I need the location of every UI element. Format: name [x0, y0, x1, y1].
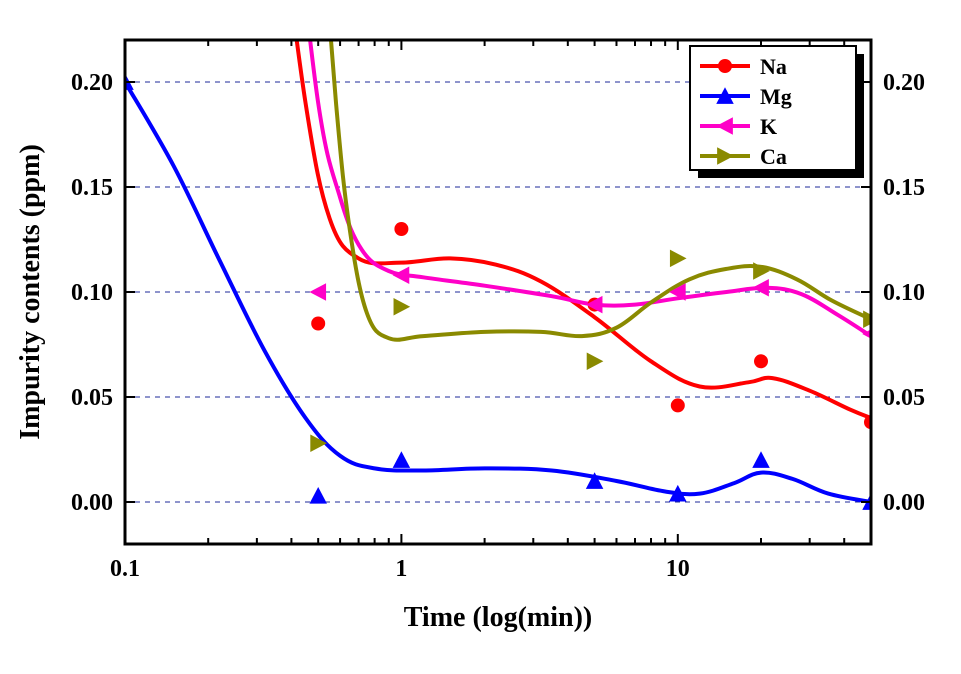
chart-svg: 0.1 1 10 0.00 0.00 0.05 0.05 0.10 0.10 0.15 0.15 0.…: [0, 0, 961, 674]
legend-label-mg: Mg: [760, 84, 792, 109]
y-tick-label-right: 0.20: [883, 70, 925, 96]
legend: Na Mg K Ca: [690, 46, 864, 178]
y-tick-label-left: 0.05: [71, 385, 113, 411]
x-axis-title: Time (log(min)): [404, 602, 592, 633]
y-tick-label-right: 0.00: [883, 490, 925, 516]
y-tick-label-left: 0.00: [71, 490, 113, 516]
y-axis-title: Impurity contents (ppm): [15, 144, 46, 440]
y-tick-label-right: 0.05: [883, 385, 925, 411]
x-tick-label: 1: [395, 556, 407, 582]
chart-container: 0.1 1 10 0.00 0.00 0.05 0.05 0.10 0.10 0.15 0.15 0.…: [0, 0, 961, 674]
y-tick-label-left: 0.20: [71, 70, 113, 96]
y-tick-label-left: 0.10: [71, 280, 113, 306]
x-tick-label: 0.1: [110, 556, 140, 582]
x-tick-label: 10: [666, 556, 690, 582]
y-tick-label-right: 0.10: [883, 280, 925, 306]
legend-label-ca: Ca: [760, 144, 787, 169]
y-tick-label-right: 0.15: [883, 175, 925, 201]
y-tick-label-left: 0.15: [71, 175, 113, 201]
legend-label-k: K: [760, 114, 777, 139]
legend-label-na: Na: [760, 54, 787, 79]
